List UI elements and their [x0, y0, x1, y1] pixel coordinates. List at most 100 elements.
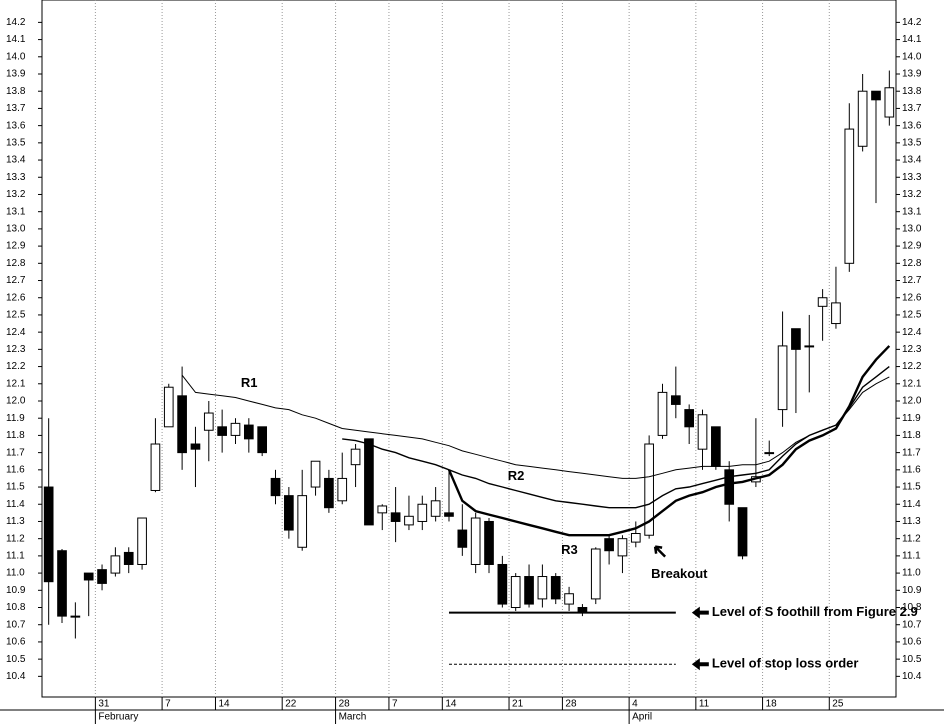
y2-tick-label: 12.4	[902, 327, 922, 338]
candle-body	[97, 569, 107, 584]
y-tick-label: 13.8	[6, 86, 26, 97]
x-tick-label: 7	[392, 699, 398, 710]
y-tick-label: 11.4	[6, 499, 25, 510]
candle-body	[497, 563, 508, 605]
moving-average	[342, 366, 890, 509]
y2-tick-label: 12.7	[902, 275, 922, 286]
y2-tick-label: 11.5	[902, 482, 921, 493]
y2-tick-label: 10.9	[902, 585, 922, 596]
candle-body	[737, 507, 748, 557]
y2-tick-label: 11.2	[902, 533, 921, 544]
x-tick-label: 31	[98, 699, 110, 710]
y-tick-label: 13.5	[6, 137, 26, 148]
y-tick-label: 13.0	[6, 224, 26, 235]
x-tick-label: 28	[565, 699, 577, 710]
month-label: March	[339, 712, 367, 723]
y2-tick-label: 11.9	[902, 413, 921, 424]
candle-body	[644, 443, 654, 536]
y2-tick-label: 12.1	[902, 378, 922, 389]
y2-tick-label: 11.0	[902, 568, 921, 579]
series-label: R2	[508, 468, 525, 483]
y-tick-label: 13.7	[6, 103, 26, 114]
candle-body	[243, 424, 254, 440]
y-tick-label: 11.0	[6, 568, 25, 579]
y-tick-label: 11.2	[6, 533, 25, 544]
candle-body	[404, 515, 414, 526]
y-tick-label: 11.1	[6, 551, 25, 562]
x-tick-label: 14	[218, 699, 230, 710]
candle-body	[70, 615, 81, 618]
y2-tick-label: 14.2	[902, 17, 922, 28]
candle-body	[550, 576, 561, 600]
candle-body	[150, 443, 161, 491]
candle-body	[203, 412, 214, 431]
candle-body	[711, 426, 721, 467]
y2-tick-label: 10.5	[902, 654, 922, 665]
y-tick-label: 10.8	[6, 602, 26, 613]
y-tick-label: 11.7	[6, 447, 25, 458]
series-label: R1	[241, 375, 258, 390]
y2-tick-label: 10.6	[902, 637, 922, 648]
y2-tick-label: 13.6	[902, 120, 922, 131]
y-tick-label: 14.1	[6, 34, 26, 45]
y-tick-label: 12.4	[6, 327, 26, 338]
y2-tick-label: 13.9	[902, 69, 922, 80]
series-label: R3	[561, 542, 578, 557]
y-tick-label: 12.0	[6, 396, 26, 407]
candle-body	[590, 548, 601, 600]
y-tick-label: 10.4	[6, 671, 26, 682]
candle-body	[817, 297, 828, 307]
y-tick-label: 11.5	[6, 482, 25, 493]
y-tick-label: 13.1	[6, 206, 26, 217]
candle-body	[510, 576, 521, 609]
candle-body	[270, 477, 281, 497]
x-tick-label: 21	[512, 699, 524, 710]
y-tick-label: 10.7	[6, 619, 26, 630]
y2-tick-label: 13.1	[902, 206, 922, 217]
y2-tick-label: 11.3	[902, 516, 921, 527]
y-tick-label: 10.9	[6, 585, 26, 596]
y-tick-label: 14.2	[6, 17, 26, 28]
candle-body	[791, 328, 801, 350]
candle-body	[604, 538, 614, 552]
candle-body	[457, 529, 468, 548]
y2-tick-label: 11.6	[902, 464, 921, 475]
candle-body	[537, 576, 548, 600]
y2-tick-label: 13.3	[902, 172, 922, 183]
candle-body	[831, 302, 841, 325]
y-tick-label: 12.8	[6, 258, 26, 269]
candle-body	[697, 414, 708, 450]
y-tick-label: 10.6	[6, 637, 26, 648]
level-label: Level of stop loss order	[712, 656, 859, 671]
y2-tick-label: 13.2	[902, 189, 922, 200]
y2-tick-label: 13.7	[902, 103, 922, 114]
y-tick-label: 14.0	[6, 51, 26, 62]
candle-body	[417, 503, 428, 522]
level-label: Level of S foothill from Figure 2.9	[712, 604, 918, 619]
candle-body	[217, 426, 227, 436]
candle-body	[190, 443, 201, 450]
candle-body	[804, 345, 815, 348]
y2-tick-label: 12.5	[902, 310, 922, 321]
candle-body	[324, 477, 334, 509]
candle-body	[764, 452, 775, 455]
candle-body	[43, 486, 54, 583]
y2-tick-label: 11.1	[902, 551, 921, 562]
candle-body	[337, 477, 348, 502]
y2-tick-label: 13.5	[902, 137, 922, 148]
x-tick-label: 22	[285, 699, 297, 710]
candle-body	[57, 550, 67, 617]
moving-average	[447, 345, 891, 537]
candle-body	[657, 391, 668, 436]
y2-tick-label: 12.0	[902, 396, 922, 407]
candle-body	[310, 460, 321, 488]
candle-body	[163, 386, 174, 428]
level-arrow	[691, 606, 709, 619]
candle-body	[390, 512, 401, 522]
candle-body	[670, 395, 681, 405]
x-tick-label: 4	[632, 699, 638, 710]
candle-body	[617, 538, 628, 557]
x-tick-label: 28	[339, 699, 351, 710]
y-tick-label: 13.9	[6, 69, 26, 80]
y2-tick-label: 10.8	[902, 602, 922, 613]
